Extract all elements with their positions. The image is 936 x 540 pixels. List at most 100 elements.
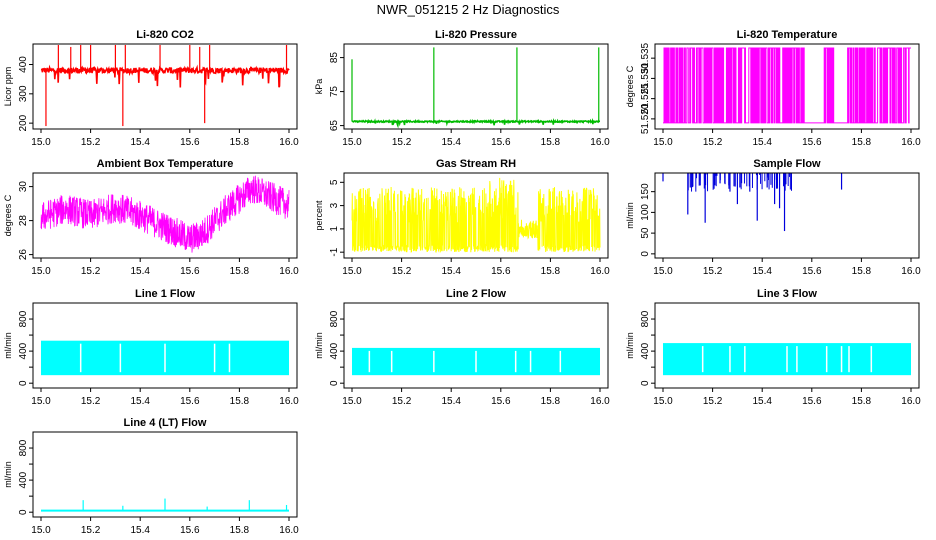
chart-title: Line 4 (LT) Flow <box>124 417 207 429</box>
x-tick-label: 15.8 <box>852 396 872 407</box>
y-tick-label: 400 <box>329 342 340 359</box>
y-axis-label: ml/min <box>625 202 635 229</box>
y-tick-label: 30 <box>18 181 29 193</box>
chart-panel-10: Line 4 (LT) Flow ml/min 15.0 15.2 15.4 15.6 15… <box>3 417 299 536</box>
x-tick-label: 16.0 <box>279 525 299 536</box>
data-line <box>40 175 290 253</box>
x-tick-label: 15.6 <box>802 137 822 148</box>
y-tick-label: 51.530 <box>640 63 651 94</box>
plot-frame <box>654 172 920 259</box>
series-BoxTemp <box>40 175 290 253</box>
x-tick-label: 15.0 <box>653 266 673 277</box>
chart-panel-4: Ambient Box Temperature degrees C 15.0 15.2… <box>3 158 299 277</box>
chart-title: Line 2 Flow <box>446 288 506 300</box>
x-tick-label: 16.0 <box>901 396 921 407</box>
series-Line2 <box>352 347 600 376</box>
y-axis-label: percent <box>314 200 324 231</box>
series-Line3 <box>663 343 911 376</box>
y-tick-label: 400 <box>18 471 29 488</box>
x-tick-label: 15.4 <box>441 266 461 277</box>
plot-frame <box>343 172 609 259</box>
chart-title: Li-820 Temperature <box>737 29 838 41</box>
plot-frame <box>343 302 609 389</box>
x-tick-label: 15.8 <box>852 137 872 148</box>
x-tick-label: 15.0 <box>342 137 362 148</box>
y-tick-label: 85 <box>329 52 340 64</box>
x-tick-label: 15.4 <box>441 137 461 148</box>
x-tick-label: 15.6 <box>491 266 511 277</box>
x-tick-label: 15.8 <box>852 266 872 277</box>
x-tick-label: 15.0 <box>653 396 673 407</box>
x-tick-label: 15.8 <box>230 137 250 148</box>
x-tick-label: 15.0 <box>342 396 362 407</box>
plot-frame <box>32 172 298 259</box>
x-tick-label: 16.0 <box>901 266 921 277</box>
y-tick-label: 5 <box>329 179 340 185</box>
data-line <box>663 47 911 124</box>
y-tick-label: 3 <box>329 202 340 208</box>
y-tick-label: 400 <box>18 56 29 73</box>
x-tick-label: 15.6 <box>491 396 511 407</box>
x-tick-label: 15.6 <box>491 137 511 148</box>
data-line <box>351 117 600 129</box>
y-tick-label: 1 <box>329 226 340 232</box>
x-tick-label: 15.0 <box>31 396 51 407</box>
y-tick-label: 100 <box>640 204 651 221</box>
x-tick-label: 16.0 <box>590 396 610 407</box>
x-tick-label: 15.6 <box>180 396 200 407</box>
x-tick-label: 15.8 <box>230 266 250 277</box>
chart-title: Li-820 CO2 <box>136 29 193 41</box>
x-tick-label: 15.2 <box>81 266 101 277</box>
x-tick-label: 15.4 <box>130 266 150 277</box>
x-tick-label: 15.4 <box>752 137 772 148</box>
x-tick-label: 16.0 <box>590 137 610 148</box>
chart-panel-8: Line 2 Flow ml/min 15.0 15.2 15.4 15.6 15.8 16.… <box>314 288 610 407</box>
y-tick-label: 0 <box>640 380 651 386</box>
x-tick-label: 16.0 <box>590 266 610 277</box>
y-axis-label: Licor ppm <box>3 67 13 107</box>
x-tick-label: 15.6 <box>180 525 200 536</box>
x-tick-label: 15.0 <box>342 266 362 277</box>
x-tick-label: 15.2 <box>81 396 101 407</box>
x-tick-label: 15.2 <box>703 396 723 407</box>
chart-panel-7: Line 1 Flow ml/min 15.0 15.2 15.4 15.6 15.8 16.… <box>3 288 299 407</box>
chart-panel-9: Line 3 Flow ml/min 15.0 15.2 15.4 15.6 15.8 16.… <box>625 288 921 407</box>
x-tick-label: 15.2 <box>81 525 101 536</box>
x-tick-label: 16.0 <box>279 137 299 148</box>
x-tick-label: 15.2 <box>703 266 723 277</box>
series-RH <box>351 177 601 253</box>
x-tick-label: 15.8 <box>541 137 561 148</box>
x-tick-label: 15.4 <box>752 266 772 277</box>
chart-panel-5: Gas Stream RH percent 15.0 15.2 15.4 15.6 15.8… <box>314 158 610 277</box>
plot-frame <box>654 302 920 389</box>
chart-panel-2: Li-820 Pressure kPa 15.0 15.2 15.4 15.6 15.8 16… <box>314 29 610 148</box>
y-tick-label: 26 <box>18 249 29 261</box>
y-tick-label: 400 <box>640 342 651 359</box>
x-tick-label: 15.2 <box>703 137 723 148</box>
x-tick-label: 15.6 <box>802 266 822 277</box>
plot-frame <box>32 302 298 389</box>
y-tick-label: 0 <box>329 380 340 386</box>
y-tick-label: 400 <box>18 342 29 359</box>
plot-frame <box>343 43 609 130</box>
x-tick-label: 15.2 <box>392 137 412 148</box>
y-tick-label: 0 <box>18 380 29 386</box>
data-line <box>40 64 290 88</box>
x-tick-label: 15.2 <box>81 137 101 148</box>
y-tick-label: 50 <box>640 227 651 239</box>
plot-frame <box>32 43 298 130</box>
y-tick-label: -1 <box>329 247 340 256</box>
x-tick-label: 16.0 <box>279 396 299 407</box>
y-tick-label: 28 <box>18 215 29 227</box>
y-axis-label: ml/min <box>314 332 324 359</box>
x-tick-label: 15.0 <box>31 525 51 536</box>
y-tick-label: 300 <box>18 85 29 102</box>
y-axis-label: degrees C <box>3 194 13 236</box>
chart-title: Li-820 Pressure <box>435 29 517 41</box>
y-axis-label: ml/min <box>625 332 635 359</box>
y-tick-label: 51.535 <box>640 42 651 73</box>
chart-title: Line 3 Flow <box>757 288 817 300</box>
series-CO2 <box>40 45 290 127</box>
x-tick-label: 15.6 <box>180 266 200 277</box>
